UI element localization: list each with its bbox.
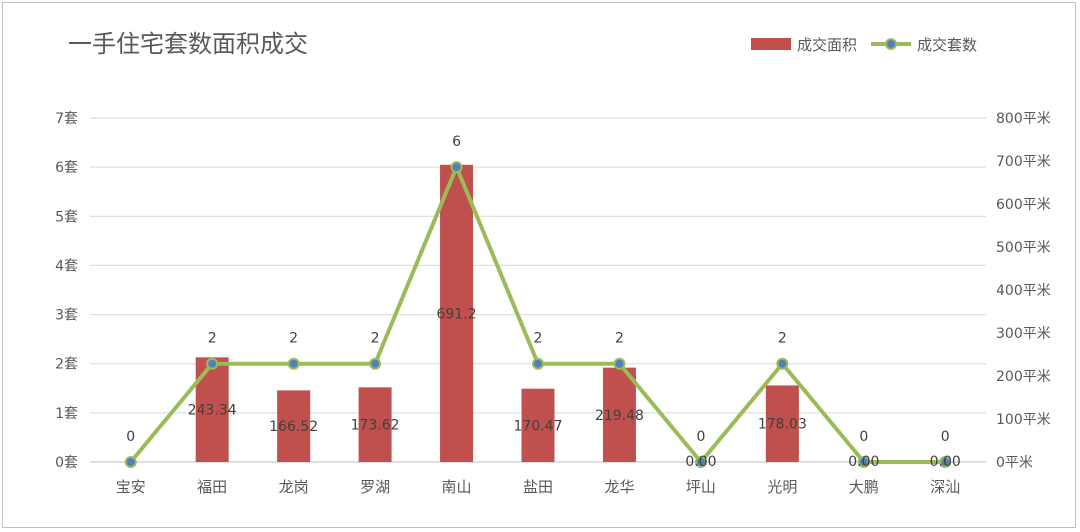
x-tick-label: 光明 — [767, 478, 797, 496]
line-value-label: 0 — [696, 429, 705, 445]
gridlines — [90, 117, 986, 463]
bar-value-label: 0.00 — [930, 454, 961, 470]
legend-swatch-area — [751, 38, 791, 50]
line-value-label: 0 — [941, 429, 950, 445]
line-value-label: 0 — [859, 429, 868, 445]
line-value-label: 2 — [289, 331, 298, 347]
line-marker — [694, 456, 707, 468]
y-left-tick-label: 0套 — [55, 455, 78, 471]
x-tick-label: 坪山 — [686, 478, 716, 496]
line-marker — [124, 456, 137, 468]
x-tick-label: 大鹏 — [849, 478, 879, 496]
x-tick-label: 龙岗 — [279, 478, 309, 496]
y-left-tick-label: 7套 — [55, 111, 78, 127]
line-value-label: 2 — [534, 331, 543, 347]
line-value-label: 6 — [452, 134, 461, 150]
y-right-tick-label: 100平米 — [996, 412, 1051, 428]
line-marker — [857, 456, 870, 468]
line-marker — [369, 357, 382, 370]
line-value-label: 2 — [778, 331, 787, 347]
line-marker — [939, 456, 952, 468]
x-tick-label: 南山 — [442, 478, 472, 496]
bar-value-label: 691.2 — [436, 306, 476, 322]
y-right-tick-label: 0平米 — [996, 455, 1033, 471]
data-labels: 243.34 166.52 173.62 691.2 170.47 219.48 0.00 1… — [126, 134, 961, 470]
bar-value-label: 219.48 — [595, 408, 644, 424]
y-right-tick-label: 300平米 — [996, 326, 1051, 342]
bar-value-label: 178.03 — [758, 417, 807, 433]
y-left-tick-label: 6套 — [55, 160, 78, 176]
line-marker — [287, 357, 300, 370]
x-tick-label: 盐田 — [523, 478, 553, 496]
y-right-tick-label: 700平米 — [996, 154, 1051, 170]
y-left-tick-label: 4套 — [55, 258, 78, 274]
legend-label-count: 成交套数 — [917, 36, 977, 54]
chart-title: 一手住宅套数面积成交 — [68, 30, 308, 58]
y-left-tick-label: 3套 — [55, 308, 78, 324]
y-left-tick-label: 2套 — [55, 357, 78, 373]
line-value-label: 2 — [208, 331, 217, 347]
bar — [277, 390, 311, 462]
x-tick-label: 宝安 — [116, 478, 146, 496]
bar-value-label: 0.00 — [848, 454, 879, 470]
line-series — [124, 161, 952, 468]
line-value-label: 2 — [371, 331, 380, 347]
line-marker — [776, 357, 789, 370]
bar-value-label: 166.52 — [269, 419, 318, 435]
legend-swatch-count-marker — [885, 38, 897, 50]
y-right-tick-label: 800平米 — [996, 111, 1051, 127]
y-right-tick-label: 600平米 — [996, 197, 1051, 213]
bar — [602, 367, 636, 462]
line-marker — [206, 357, 219, 370]
y-right-tick-label: 400平米 — [996, 283, 1051, 299]
legend: 成交面积 成交套数 — [751, 36, 977, 54]
line-value-label: 0 — [126, 429, 135, 445]
axes: 0套 1套 2套 3套 4套 5套 6套 7套 0平米 100平米 200平米 300平米 400平米 5… — [55, 111, 1051, 496]
bar-value-label: 243.34 — [188, 403, 237, 419]
legend-label-area: 成交面积 — [797, 36, 857, 54]
y-left-tick-label: 5套 — [55, 209, 78, 225]
bar-value-label: 170.47 — [514, 418, 563, 434]
line-marker — [450, 161, 463, 174]
bar — [765, 385, 799, 462]
x-tick-label: 福田 — [197, 478, 227, 496]
x-tick-label: 深汕 — [930, 478, 960, 496]
line-marker — [613, 357, 626, 370]
bar-value-label: 173.62 — [351, 418, 400, 434]
bar — [358, 387, 392, 462]
bar-series — [195, 164, 799, 462]
line-marker — [532, 357, 544, 370]
x-tick-label: 龙华 — [604, 478, 634, 496]
bar — [521, 388, 555, 462]
bar — [440, 164, 474, 462]
y-left-tick-label: 1套 — [55, 406, 78, 422]
y-right-tick-label: 500平米 — [996, 240, 1051, 256]
x-tick-label: 罗湖 — [360, 478, 390, 496]
line-value-label: 2 — [615, 331, 624, 347]
y-right-tick-label: 200平米 — [996, 369, 1051, 385]
bar-value-label: 0.00 — [685, 454, 716, 470]
